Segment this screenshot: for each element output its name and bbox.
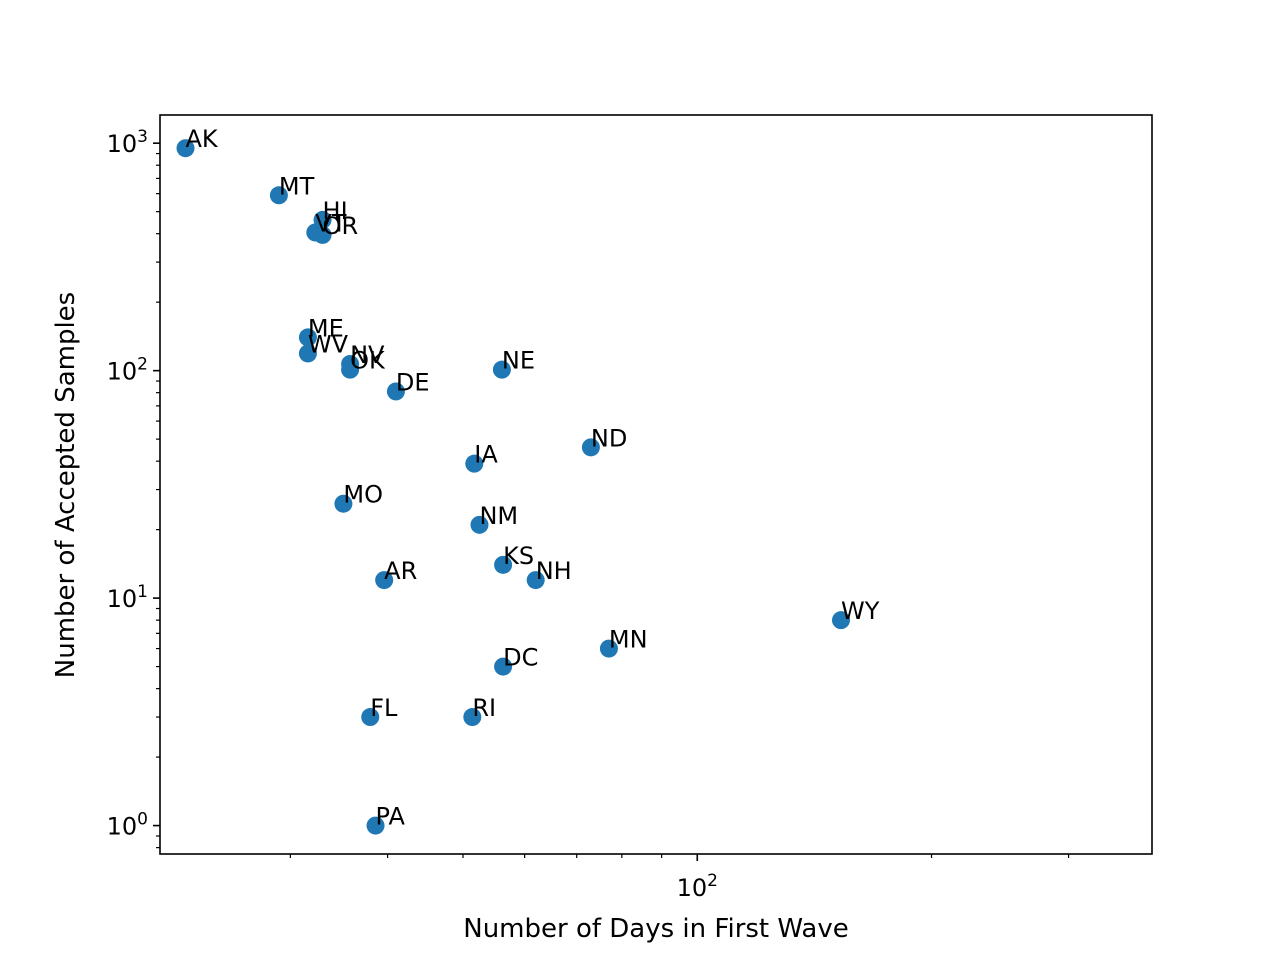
data-point-nd — [581, 438, 600, 457]
plot-background — [160, 115, 1152, 854]
data-point-ok — [341, 360, 360, 379]
point-label-nh: NH — [536, 557, 572, 585]
point-label-nm: NM — [479, 502, 518, 530]
point-label-ks: KS — [503, 542, 534, 570]
point-label-ri: RI — [472, 694, 496, 722]
data-point-mn — [599, 639, 618, 658]
data-point-ak — [176, 139, 195, 158]
data-point-ri — [463, 708, 482, 727]
data-point-nh — [526, 571, 545, 590]
data-points — [176, 139, 850, 835]
y-tick-label: 101 — [107, 582, 148, 613]
point-label-me: ME — [308, 314, 344, 342]
point-label-vt: VT — [315, 209, 346, 237]
point-label-ne: NE — [502, 347, 535, 375]
point-label-pa: PA — [376, 803, 406, 831]
x-axis-label: Number of Days in First Wave — [463, 914, 849, 944]
y-tick-label: 102 — [107, 355, 148, 386]
major-ticks: 102 100 101 102 103 — [107, 127, 718, 902]
y-tick-label: 103 — [107, 127, 148, 158]
data-point-me — [298, 328, 317, 347]
data-point-dc — [494, 657, 513, 676]
data-point-wv — [298, 344, 317, 363]
point-label-ok: OK — [350, 347, 386, 375]
point-label-dc: DC — [503, 644, 538, 672]
point-label-hi: HI — [323, 197, 348, 225]
data-point-ks — [494, 555, 513, 574]
point-label-or: OR — [323, 212, 359, 240]
data-point-fl — [361, 708, 380, 727]
point-label-ak: AK — [186, 125, 219, 153]
point-label-mn: MN — [609, 626, 648, 654]
data-point-de — [386, 382, 405, 401]
data-point-ia — [465, 454, 484, 473]
point-label-ar: AR — [384, 557, 417, 585]
data-point-mt — [269, 186, 288, 205]
data-point-nm — [470, 515, 489, 534]
x-tick-label: 102 — [677, 871, 718, 902]
data-point-pa — [366, 816, 385, 835]
point-label-mt: MT — [279, 172, 315, 200]
data-point-wy — [831, 611, 850, 630]
point-label-nd: ND — [591, 424, 627, 452]
point-label-mo: MO — [343, 481, 383, 509]
data-point-ne — [492, 360, 511, 379]
point-label-nv: NV — [350, 341, 385, 369]
point-label-wv: WV — [308, 330, 349, 358]
data-point-mo — [334, 494, 353, 513]
plot-frame — [159, 114, 1153, 855]
point-label-wy: WY — [841, 597, 880, 625]
point-label-ia: IA — [474, 441, 498, 469]
data-point-ar — [375, 571, 394, 590]
data-point-or — [313, 225, 332, 244]
point-label-fl: FL — [370, 694, 398, 722]
point-label-de: DE — [396, 368, 430, 396]
y-tick-label: 100 — [107, 810, 148, 841]
y-axis-label: Number of Accepted Samples — [51, 292, 81, 678]
